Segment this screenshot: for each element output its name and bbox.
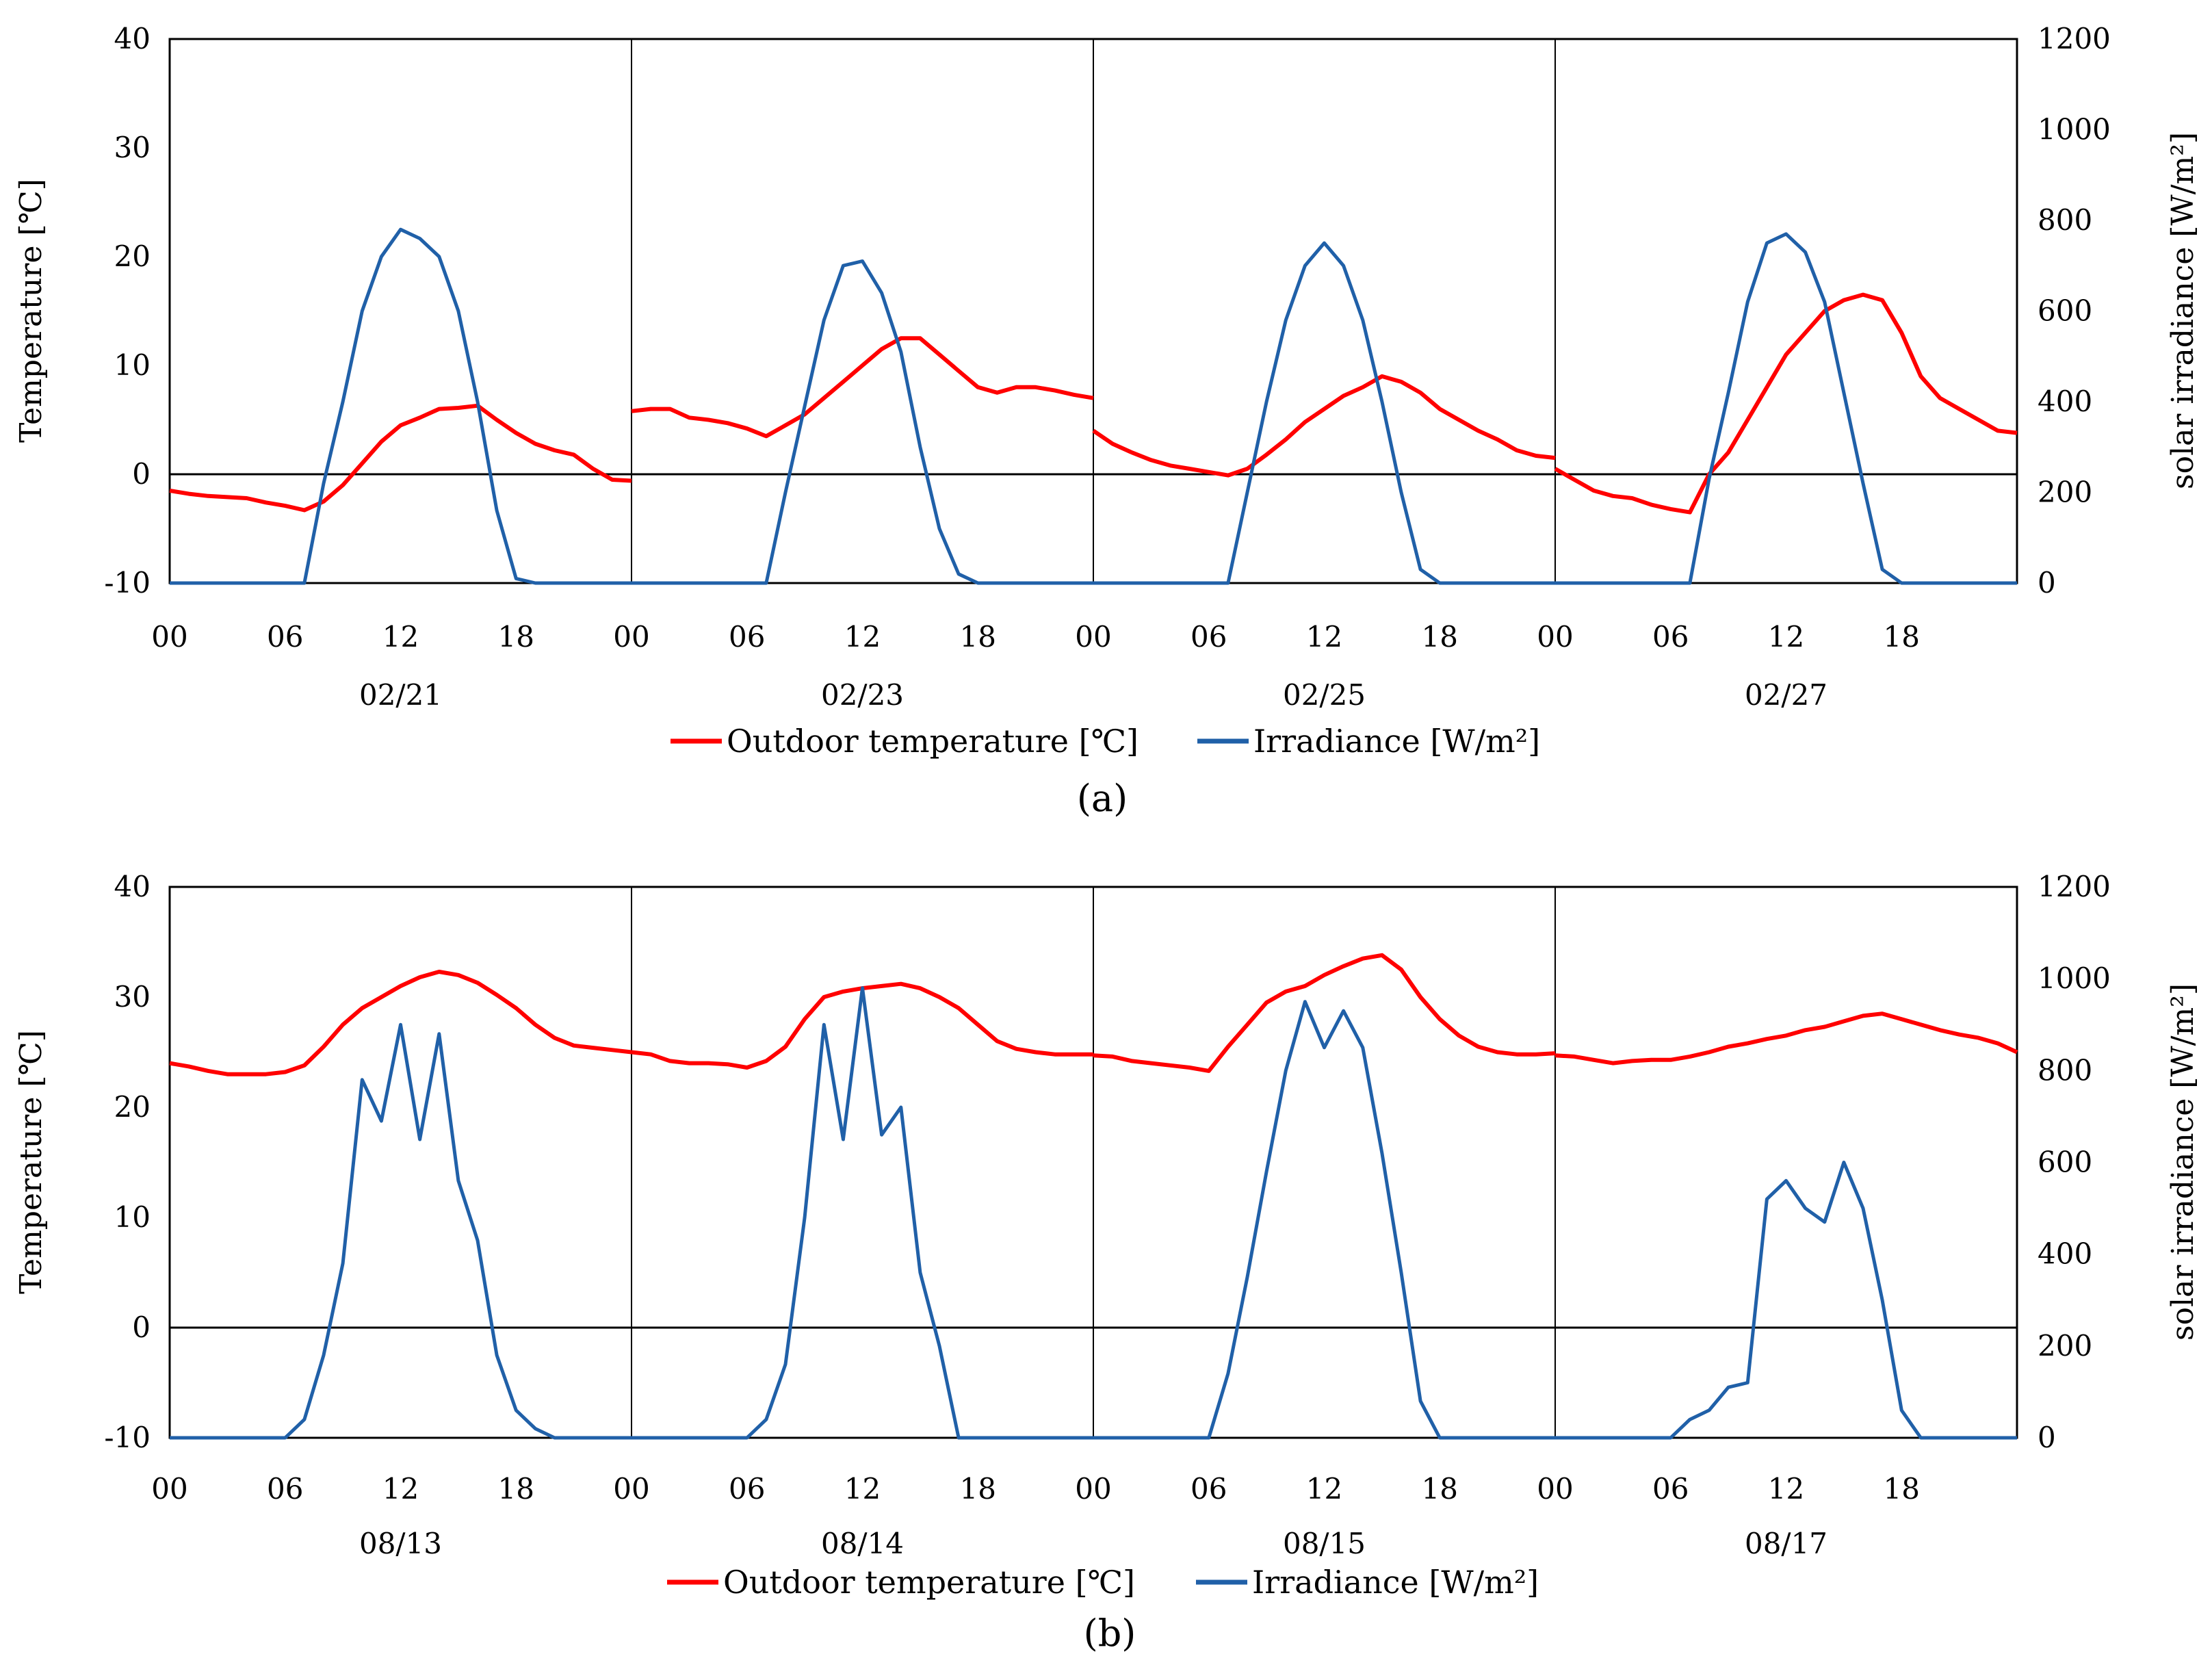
x-tick-hour-b: 18 — [1884, 1472, 1920, 1506]
temperature-line-a-day-2 — [631, 336, 1094, 439]
x-tick-hour-b: 06 — [267, 1472, 303, 1506]
y-tick-left-b: 10 — [114, 1200, 151, 1234]
x-tick-hour-a: 00 — [151, 620, 187, 654]
y-tick-left-a: 20 — [114, 240, 151, 273]
y-tick-left-a: 10 — [114, 348, 151, 382]
x-tick-hour-b: 12 — [382, 1472, 419, 1506]
x-tick-hour-b: 18 — [498, 1472, 534, 1506]
temperature-line-a-day-1 — [169, 403, 632, 513]
temperature-line-a-day-3 — [1092, 374, 1556, 478]
temperature-line-b-day-4 — [1554, 1011, 2018, 1066]
x-tick-hour-a: 18 — [498, 620, 534, 654]
x-tick-hour-a: 18 — [1422, 620, 1458, 654]
y-tick-right-b: 600 — [2038, 1146, 2092, 1179]
y-tick-right-a: 200 — [2038, 476, 2092, 509]
irradiance-line-a-day-3 — [1093, 241, 1555, 585]
y-tick-right-a: 0 — [2038, 566, 2056, 599]
temperature-line-a-day-4 — [1554, 292, 2018, 515]
x-label-day-a: 02/27 — [1745, 678, 1827, 712]
x-tick-hour-b: 06 — [1652, 1472, 1689, 1506]
temperature-line-b-day-3 — [1093, 953, 1556, 1073]
x-tick-hour-b: 18 — [1422, 1472, 1458, 1506]
y-tick-left-b: 20 — [114, 1090, 151, 1124]
x-tick-hour-b: 12 — [1306, 1472, 1342, 1506]
legend-b: Outdoor temperature [℃] Irradiance [W/m²… — [667, 1564, 1539, 1601]
y-tick-right-b: 200 — [2038, 1329, 2092, 1363]
irradiance-line-b-day-1 — [170, 1022, 632, 1440]
legend-temperature-label-b: Outdoor temperature [℃] — [723, 1564, 1135, 1601]
y-tick-right-a: 600 — [2038, 294, 2092, 328]
panel-label-a: (a) — [1077, 777, 1128, 820]
y-tick-left-a: 40 — [114, 22, 151, 55]
x-label-day-a: 02/23 — [821, 678, 904, 712]
y-tick-right-b: 800 — [2038, 1053, 2092, 1087]
y-tick-left-a: -10 — [104, 566, 151, 599]
irradiance-line-b-day-3 — [1093, 1000, 1555, 1440]
panel-b: Temperature [℃] solar irradiance [W/m²] … — [14, 870, 2200, 1655]
y-axis-label-right-b: solar irradiance [W/m²] — [2165, 983, 2200, 1341]
y-tick-right-a: 1200 — [2038, 22, 2111, 55]
x-tick-hour-b: 12 — [1768, 1472, 1804, 1506]
x-tick-hour-a: 06 — [1652, 620, 1689, 654]
y-tick-right-b: 1000 — [2038, 961, 2111, 995]
x-tick-hour-b: 06 — [729, 1472, 765, 1506]
y-tick-left-a: 0 — [132, 457, 151, 491]
panel-a: Temperature [℃] solar irradiance [W/m²] … — [14, 22, 2200, 820]
x-tick-hour-b: 18 — [960, 1472, 996, 1506]
legend-irradiance-label-b: Irradiance [W/m²] — [1252, 1564, 1539, 1601]
y-tick-left-b: 40 — [114, 870, 151, 903]
y-axis-label-left-a: Temperature [℃] — [14, 179, 49, 443]
x-tick-hour-a: 12 — [382, 620, 419, 654]
x-label-day-b: 08/17 — [1745, 1527, 1827, 1560]
y-tick-right-a: 400 — [2038, 385, 2092, 418]
y-tick-right-b: 400 — [2038, 1237, 2092, 1271]
x-label-day-b: 08/15 — [1283, 1527, 1366, 1560]
x-label-day-a: 02/21 — [359, 678, 442, 712]
irradiance-line-b-day-4 — [1555, 1161, 2017, 1440]
x-tick-hour-a: 00 — [1537, 620, 1573, 654]
x-tick-hour-a: 06 — [1190, 620, 1227, 654]
legend-a: Outdoor temperature [℃] Irradiance [W/m²… — [671, 723, 1540, 760]
legend-irradiance-label-a: Irradiance [W/m²] — [1253, 723, 1540, 760]
y-tick-left-a: 30 — [114, 131, 151, 164]
x-tick-hour-a: 00 — [613, 620, 649, 654]
x-tick-hour-a: 06 — [729, 620, 765, 654]
x-tick-hour-b: 00 — [151, 1472, 187, 1506]
y-axis-label-left-b: Temperature [℃] — [14, 1030, 49, 1294]
x-label-day-a: 02/25 — [1283, 678, 1366, 712]
x-tick-hour-a: 12 — [1768, 620, 1804, 654]
x-label-day-b: 08/13 — [359, 1527, 442, 1560]
panel-label-b: (b) — [1084, 1612, 1136, 1655]
y-tick-right-b: 0 — [2038, 1421, 2056, 1454]
y-tick-left-b: -10 — [104, 1421, 151, 1454]
x-tick-hour-a: 00 — [1075, 620, 1111, 654]
x-label-day-b: 08/14 — [821, 1527, 904, 1560]
irradiance-line-a-day-2 — [632, 259, 1093, 585]
x-tick-hour-b: 12 — [844, 1472, 881, 1506]
x-tick-hour-b: 00 — [1537, 1472, 1573, 1506]
legend-temperature-label-a: Outdoor temperature [℃] — [727, 723, 1138, 760]
x-tick-hour-a: 18 — [1884, 620, 1920, 654]
x-tick-hour-b: 06 — [1190, 1472, 1227, 1506]
y-axis-label-right-a: solar irradiance [W/m²] — [2165, 132, 2200, 489]
irradiance-line-a-day-1 — [170, 227, 632, 585]
y-tick-right-a: 800 — [2038, 203, 2092, 237]
irradiance-line-a-day-4 — [1555, 232, 2017, 585]
x-tick-hour-b: 00 — [613, 1472, 649, 1506]
y-tick-right-a: 1000 — [2038, 113, 2111, 146]
x-tick-hour-a: 12 — [1306, 620, 1342, 654]
y-tick-left-b: 30 — [114, 980, 151, 1014]
temperature-line-b-day-1 — [169, 970, 632, 1076]
y-tick-left-b: 0 — [132, 1311, 151, 1344]
x-tick-hour-b: 00 — [1075, 1472, 1111, 1506]
x-tick-hour-a: 12 — [844, 620, 881, 654]
y-tick-right-b: 1200 — [2038, 870, 2111, 903]
x-tick-hour-a: 06 — [267, 620, 303, 654]
x-tick-hour-a: 18 — [960, 620, 996, 654]
irradiance-line-b-day-2 — [632, 986, 1093, 1440]
